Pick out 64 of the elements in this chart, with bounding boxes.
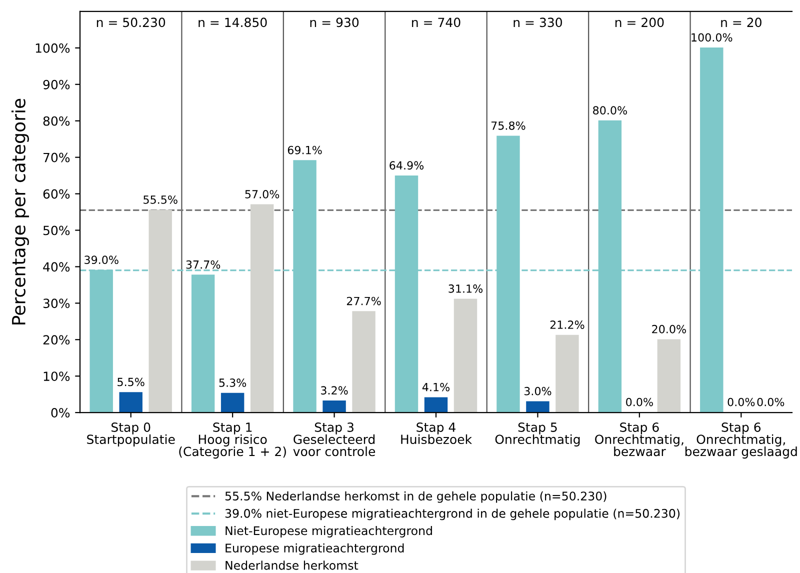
data-label: 4.1%	[422, 382, 450, 392]
bar	[322, 400, 346, 413]
x-tick-label: Stap 0 Startpopulatie	[87, 422, 175, 446]
annotation: n = 740	[412, 18, 460, 28]
x-tick-label: Stap 4 Huisbezoek	[401, 422, 472, 444]
data-label: 20.0%	[652, 324, 686, 334]
data-label: 37.7%	[186, 260, 220, 269]
y-tick-label: 80%	[43, 116, 70, 126]
annotation: n = 50.230	[96, 18, 166, 28]
bar	[352, 311, 376, 413]
x-tick-label: Stap 5 Onrechtmatig	[495, 422, 580, 446]
y-tick-label: 30%	[43, 298, 70, 308]
x-tick-label: Stap 6 Onrechtmatig, bezwaar geslaagd	[685, 422, 797, 459]
y-tick-label: 20%	[43, 335, 70, 345]
data-label: 100.0%	[692, 33, 732, 42]
x-tick-label: Stap 6 Onrechtmatig, bezwaar	[595, 422, 684, 456]
y-tick-label: 50%	[43, 226, 70, 236]
annotation: n = 330	[514, 18, 562, 28]
data-label: 0.0%	[626, 398, 653, 406]
data-label: 57.0%	[245, 190, 280, 198]
data-label: 80.0%	[593, 106, 627, 115]
data-label: 3.0%	[524, 386, 552, 396]
y-tick-label: 60%	[43, 189, 70, 199]
y-tick-label: 10%	[44, 372, 70, 382]
bar	[556, 334, 579, 413]
bar	[148, 210, 172, 413]
data-label: 55.5%	[144, 195, 178, 204]
y-tick-label: 100%	[36, 43, 70, 53]
data-label: 0.0%	[728, 398, 755, 406]
data-label: 21.2%	[550, 320, 584, 329]
annotation: n = 14.850	[198, 18, 267, 28]
bar	[250, 204, 274, 413]
data-label: 31.1%	[448, 284, 483, 293]
data-label: 75.8%	[491, 121, 526, 130]
data-label: 3.2%	[321, 386, 348, 395]
legend-label: 39.0% niet-Europese migratieachtergrond in de gehele populatie (n=50.230)	[225, 508, 680, 520]
data-label: 5.3%	[219, 378, 246, 387]
legend-label: Europese migratieachtergrond	[226, 543, 404, 555]
legend-label: Nederlandse herkomst	[226, 560, 358, 570]
bar	[526, 401, 550, 413]
annotation: n = 20	[721, 18, 762, 28]
data-label: 0.0%	[757, 398, 784, 406]
bar	[191, 274, 215, 413]
data-label: 64.9%	[390, 161, 424, 170]
y-axis-title: Percentage per categorie	[12, 98, 29, 324]
annotation: n = 930	[310, 18, 359, 28]
x-tick-label: Stap 3 Geselecteerd voor controle	[293, 422, 376, 456]
bar	[424, 397, 448, 413]
bar	[220, 392, 244, 413]
data-label: 27.7%	[346, 296, 381, 306]
y-tick-label: 70%	[44, 152, 70, 162]
data-label: 69.1%	[288, 146, 322, 154]
x-tick-label: Stap 1 Hoog risico (Categorie 1 + 2)	[179, 422, 286, 459]
annotation: n = 200	[615, 18, 664, 28]
legend-label: Niet-Europese migratieachtergrond	[226, 526, 432, 538]
bar	[657, 339, 681, 413]
data-label: 39.0%	[84, 256, 118, 264]
bar	[119, 392, 142, 413]
y-tick-label: 90%	[43, 80, 70, 90]
data-label: 5.5%	[118, 378, 144, 386]
y-tick-label: 0%	[51, 408, 70, 418]
y-tick-label: 40%	[43, 262, 70, 272]
legend-label: 55.5% Nederlandse herkomst in de gehele populatie (n=50.230)	[225, 491, 606, 503]
bar	[454, 298, 478, 413]
